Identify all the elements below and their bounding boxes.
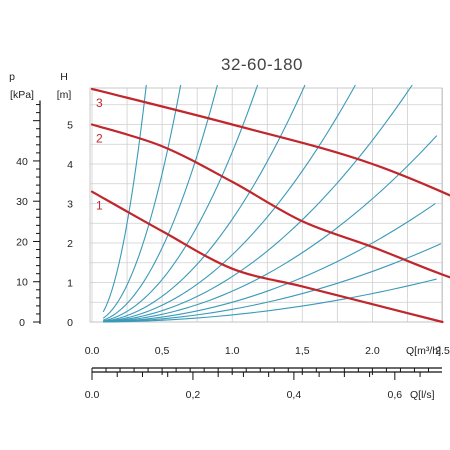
y-axis-label: H	[60, 71, 68, 83]
system-curve	[103, 84, 306, 322]
system-curve	[103, 84, 413, 323]
system-curve	[103, 243, 442, 323]
x2-axis-label: Q[l/s]	[410, 389, 435, 401]
y-tick-label: 1	[67, 278, 73, 290]
pump-curves	[90, 87, 450, 324]
system-curve	[103, 203, 436, 323]
system-curve	[102, 84, 147, 313]
plot-frame	[89, 87, 443, 323]
p-tick-label: 10	[16, 277, 28, 289]
system-curve	[103, 84, 218, 321]
system-curve	[103, 84, 259, 322]
p-axis-label: p	[9, 71, 15, 83]
p-tick-label: 0	[19, 317, 25, 329]
system-curve	[103, 135, 438, 323]
x-axis-label: Q[m³/h]	[406, 345, 441, 357]
y-tick-label: 3	[67, 199, 73, 211]
x-tick-label: 1.0	[225, 345, 240, 357]
y-tick-label: 0	[67, 317, 73, 329]
pump-curve-1	[90, 190, 444, 324]
x2-tick-label: 0,4	[287, 389, 302, 401]
p-axis-unit: [kPa]	[10, 89, 34, 101]
system-curves	[102, 84, 442, 323]
system-curve	[103, 84, 356, 323]
p-tick-label: 40	[16, 156, 28, 168]
chart-title: 32-60-180	[221, 55, 303, 74]
y-tick-label: 2	[67, 238, 73, 250]
x-tick-label: 2.0	[365, 345, 380, 357]
pump-curve-3	[90, 87, 450, 197]
x2-tick-label: 0.0	[85, 389, 100, 401]
system-curve	[103, 278, 437, 323]
pump-curve-label: 1	[96, 199, 103, 213]
y-tick-label: 5	[67, 120, 73, 132]
p-tick-label: 20	[16, 236, 28, 248]
x2-tick-label: 0,6	[388, 389, 403, 401]
chart-axes	[33, 100, 442, 380]
y-axis-unit: [m]	[57, 89, 72, 101]
x2-tick-label: 0,2	[186, 389, 201, 401]
pump-curve-label: 3	[96, 96, 103, 110]
x-tick-label: 2.5	[435, 345, 450, 357]
pump-curve-2	[90, 123, 450, 279]
x-tick-label: 0,5	[155, 345, 170, 357]
pump-curve-label: 2	[96, 132, 103, 146]
chart-grid	[89, 87, 443, 323]
p-tick-label: 30	[16, 196, 28, 208]
x-tick-label: 1,5	[295, 345, 310, 357]
x-tick-label: 0.0	[85, 345, 100, 357]
y-tick-label: 4	[67, 159, 73, 171]
